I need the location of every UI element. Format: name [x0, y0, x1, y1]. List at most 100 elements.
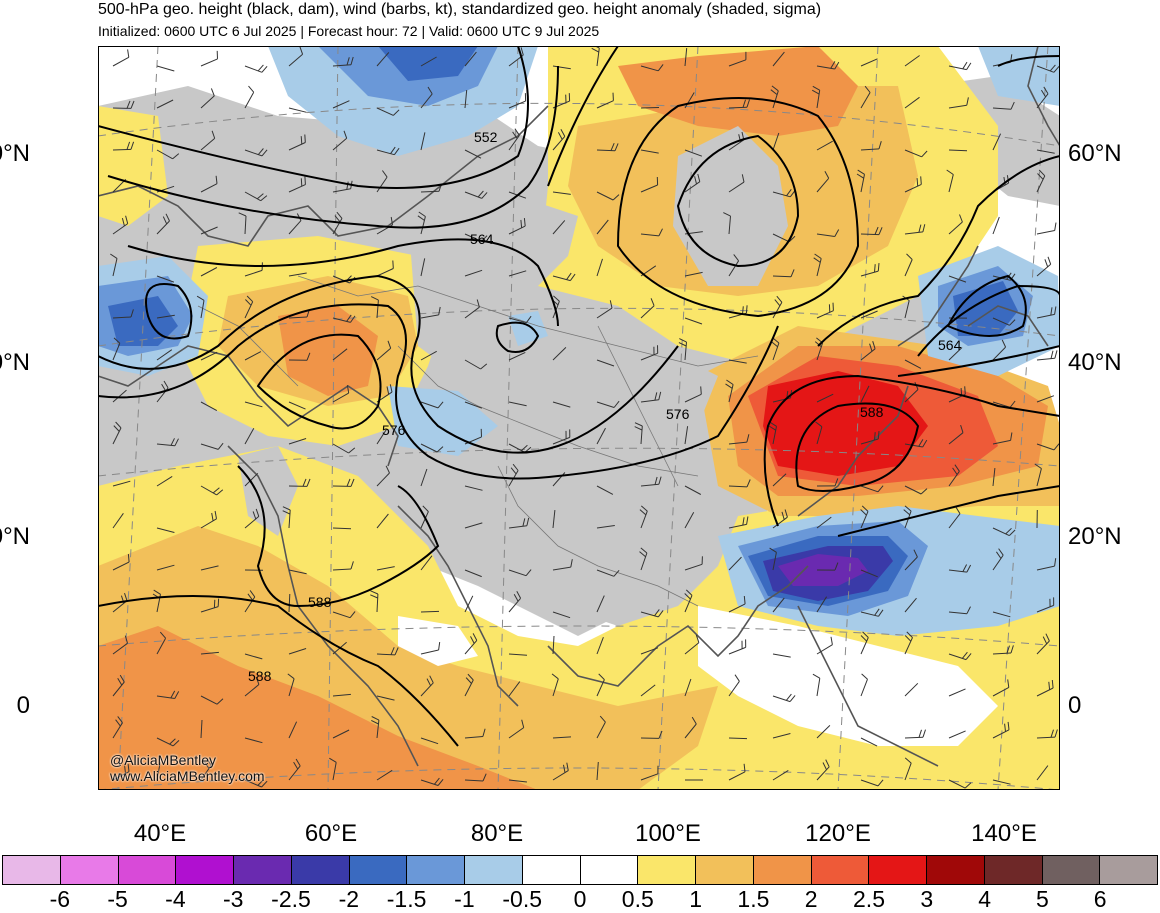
wind-barb-flag [422, 505, 429, 512]
colorbar-label: -2 [338, 886, 360, 912]
wind-barb-flag [856, 173, 864, 179]
wind-barb-flag [1050, 729, 1054, 738]
coastlines [98, 46, 1060, 767]
wind-barb-flag [771, 85, 779, 92]
wind-barb-flag [774, 299, 781, 307]
colorbar-swatch [234, 856, 292, 884]
colorbar-label: 0 [573, 886, 587, 912]
wind-barb [596, 359, 615, 367]
wind-barb-flag [172, 740, 180, 747]
wind-barb [508, 779, 527, 783]
wind-barb [244, 684, 260, 697]
wind-barb-flag [211, 512, 214, 521]
wind-barb-flag [768, 425, 776, 431]
wind-barb [596, 100, 614, 109]
wind-barb-flag [482, 773, 487, 782]
wind-barb-flag [906, 253, 913, 260]
colorbar-label: -6 [49, 886, 71, 912]
wind-barb [948, 569, 967, 573]
wind-barb-flag [684, 593, 691, 600]
wind-barb [156, 737, 174, 747]
wind-barb [288, 721, 298, 739]
wind-barb-flag [172, 153, 180, 160]
wind-barb [640, 352, 658, 361]
wind-barb [112, 480, 131, 487]
wind-barb [420, 314, 439, 319]
wind-barb-flag [510, 467, 517, 475]
wind-barb-flag [476, 299, 480, 308]
wind-barb [244, 737, 263, 744]
wind-barb-flag [769, 547, 777, 553]
wind-barb-flag [1054, 350, 1058, 359]
wind-barb [816, 310, 834, 319]
wind-barb-flag [1038, 169, 1046, 177]
colorbar-label: -0.5 [502, 886, 543, 912]
wind-barb [244, 472, 259, 487]
wind-barb [772, 51, 785, 67]
wind-barb-flag [1047, 256, 1052, 265]
wind-barb-flag [113, 337, 121, 344]
wind-barb [552, 770, 569, 781]
wind-barb-flag [746, 479, 751, 488]
wind-barb-flag [733, 254, 739, 262]
colorbar-swatch [869, 856, 927, 884]
wind-barb-flag [216, 698, 224, 705]
wind-barb-flag [812, 85, 820, 91]
wind-barb-flag [1048, 681, 1051, 690]
wind-barb-flag [126, 100, 131, 109]
wind-barb-flag [522, 518, 526, 527]
wind-barb-flag [346, 385, 350, 394]
wind-barb [992, 686, 1010, 697]
wind-barb-flag [1006, 175, 1010, 184]
wind-barb-flag [685, 589, 693, 596]
wind-barb-flag [110, 253, 118, 259]
wind-barb [244, 779, 262, 788]
contour-labels: 552 564 564 576 576 588 588 588 [248, 129, 962, 684]
wind-barb-flag [614, 143, 619, 151]
wind-barb [332, 443, 349, 454]
contour-label: 564 [938, 337, 962, 353]
lat-label-left: 0 [16, 692, 30, 719]
wind-barb [200, 651, 219, 655]
wind-barb [332, 568, 352, 571]
wind-barb-flag [1054, 558, 1057, 567]
wind-barb-flag [658, 391, 662, 400]
wind-barb [904, 149, 922, 158]
wind-barb-flag [119, 674, 125, 683]
wind-barb-flag [472, 633, 478, 641]
wind-barb [772, 191, 791, 198]
wind-barb [860, 679, 868, 697]
wind-barb [684, 563, 703, 571]
wind-barb [904, 259, 913, 277]
wind-barb-flag [126, 141, 131, 150]
wind-barb-flag [127, 49, 130, 58]
wind-barb-flag [429, 675, 434, 684]
wind-barb-flag [1001, 339, 1007, 348]
wind-barb [288, 53, 303, 67]
wind-barb-flag [609, 300, 613, 309]
wind-barb [420, 350, 437, 361]
wind-barb [420, 401, 439, 409]
colorbar-swatch [60, 856, 119, 884]
colorbar-label: 2.5 [853, 886, 885, 912]
wind-barb-flag [174, 691, 180, 699]
wind-barb-flag [393, 109, 400, 116]
wind-barb [552, 191, 571, 195]
wind-barb-flag [480, 363, 488, 370]
wind-barb [376, 300, 379, 319]
wind-barb-flag [523, 218, 526, 227]
wind-barb [376, 347, 392, 361]
wind-barb [376, 769, 393, 781]
wind-barb [156, 275, 175, 283]
wind-barb [376, 695, 395, 701]
wind-barb [420, 258, 426, 277]
wind-barb-flag [130, 309, 134, 318]
wind-barb-flag [657, 610, 664, 618]
wind-barb-flag [877, 431, 880, 440]
colorbar-label: -1 [454, 886, 475, 912]
wind-barb [244, 428, 255, 445]
wind-barb-flag [903, 509, 911, 516]
wind-barb [420, 468, 428, 487]
wind-barb-flag [640, 547, 648, 554]
wind-barb-flag [658, 228, 663, 237]
